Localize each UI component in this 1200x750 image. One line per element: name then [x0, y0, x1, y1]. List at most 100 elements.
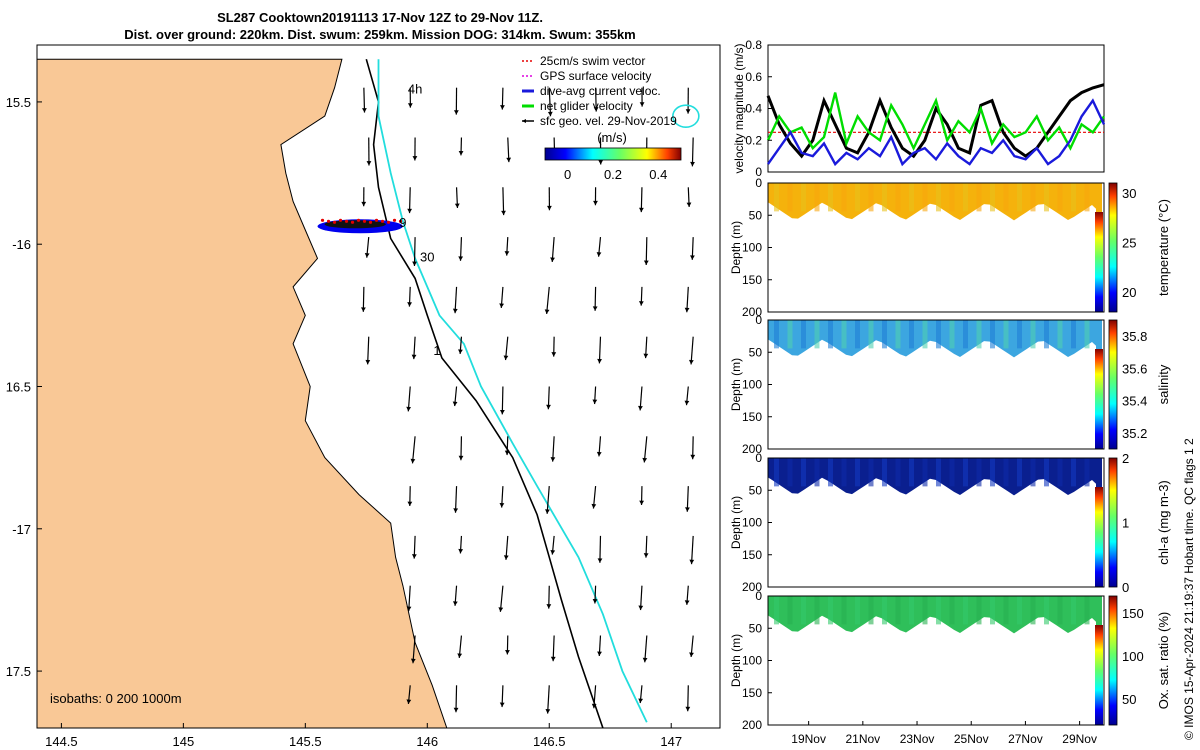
- section-data-stripe: [1017, 458, 1022, 487]
- velocity-arrow-head: [591, 503, 597, 509]
- section-ylabel: Depth (m): [729, 221, 743, 274]
- glider-swim-vector: [392, 218, 397, 222]
- velocity-arrow-head: [642, 457, 648, 463]
- velocity-arrow-head: [643, 260, 649, 265]
- velocity-arrow-head: [458, 349, 463, 354]
- velocity-arrow-head: [506, 157, 512, 163]
- velocity-arrow-head: [454, 203, 460, 208]
- velocity-arrow-head: [592, 306, 598, 311]
- velocity-arrow-head: [503, 355, 509, 361]
- velocity-arrow-head: [690, 161, 695, 167]
- velocity-arrow-head: [550, 457, 556, 462]
- section-ylabel: Depth (m): [729, 634, 743, 687]
- velocity-arrow: [690, 535, 694, 565]
- section-data-stripe: [868, 458, 874, 487]
- velocity-series: [766, 92, 1105, 152]
- section-data-stripe: [1057, 183, 1063, 212]
- velocity-arrow-head: [544, 309, 550, 314]
- section-data-stripe: [976, 183, 982, 212]
- colorbar-label: chl-a (mg m-3): [1156, 480, 1171, 565]
- section-data-stripe: [909, 596, 914, 625]
- y-tick-label: 0: [755, 313, 762, 327]
- velocity-arrow: [734, 685, 735, 706]
- colorbar: [544, 147, 682, 161]
- glider-swim-vector: [386, 220, 391, 224]
- section-data-stripe: [1084, 458, 1090, 487]
- section-data-stripe: [909, 458, 914, 487]
- section-data-stripe: [1071, 320, 1076, 349]
- velocity-arrow: [454, 486, 458, 513]
- velocity-arrow-head: [597, 651, 602, 656]
- section-data-stripe: [922, 183, 928, 212]
- section-deep-profile: [1095, 349, 1103, 449]
- y-tick-label: 150: [742, 273, 762, 287]
- velocity-arrow-head: [550, 549, 556, 555]
- section-data-stripe: [828, 320, 833, 349]
- velocity-arrow: [501, 386, 504, 415]
- velocity-arrow: [546, 286, 550, 315]
- velocity-arrow-head: [545, 709, 551, 714]
- section-data-stripe: [828, 596, 833, 625]
- section-data-stripe: [936, 596, 941, 625]
- section-data: [768, 183, 1102, 312]
- velocity-arrow: [502, 187, 505, 216]
- section-data-stripe: [936, 458, 941, 487]
- section-data-stripe: [963, 458, 968, 487]
- colorbar-tick-label: 35.6: [1122, 361, 1147, 376]
- colorbar-tick-label: 2: [1122, 451, 1129, 466]
- section-data-stripe: [787, 320, 793, 349]
- section-data-stripe: [814, 458, 820, 487]
- y-tick-label: 100: [742, 654, 762, 668]
- velocity-arrow: [367, 336, 370, 365]
- velocity-arrow: [644, 635, 648, 663]
- x-tick-label: 146: [416, 734, 438, 749]
- section-data-stripe: [1057, 596, 1063, 625]
- section-data-stripe: [787, 183, 793, 212]
- velocity-arrow-head: [412, 156, 418, 161]
- y-tick-label: 0.8: [745, 38, 762, 52]
- section-data-stripe: [922, 320, 928, 349]
- section-data-stripe: [909, 183, 914, 212]
- section-data-stripe: [801, 458, 806, 487]
- legend-label: net glider velocity: [540, 99, 633, 113]
- map-panel: 4h 9 30 1 isobaths: 0 200 1000m 144.5 145 145.5…: [6, 44, 742, 749]
- velocity-arrow-head: [498, 607, 504, 612]
- isobath-200m: [365, 58, 604, 728]
- y-tick-label: 0.4: [745, 102, 762, 116]
- isobath-1000m-island: [672, 104, 700, 128]
- glider-swim-vector: [350, 220, 355, 224]
- velocity-arrow-head: [686, 202, 692, 207]
- velocity-arrow-head: [412, 261, 417, 266]
- velocity-arrow-head: [458, 256, 464, 261]
- section-data-stripe: [949, 320, 955, 349]
- velocity-arrow: [737, 337, 739, 359]
- section-deep-profile: [1095, 212, 1103, 312]
- colorbar-tick-label: 0.4: [649, 167, 667, 182]
- velocity-arrow-head: [547, 205, 552, 211]
- velocity-arrow: [411, 436, 416, 464]
- section-data-stripe: [1003, 320, 1009, 349]
- section-colorbar: [1108, 595, 1118, 726]
- section-data-stripe: [949, 183, 955, 212]
- velocity-arrow: [413, 237, 416, 266]
- colorbar-label: salinity: [1156, 364, 1171, 404]
- velocity-arrow-head: [504, 251, 510, 256]
- section-data-stripe: [814, 596, 820, 625]
- velocity-arrow-head: [639, 102, 645, 107]
- section-data-stripe: [990, 320, 995, 349]
- colorbar-tick-label: 150: [1122, 606, 1144, 621]
- glider-swim-vector: [320, 218, 325, 222]
- velocity-arrow-head: [737, 450, 742, 454]
- velocity-arrow: [598, 336, 602, 364]
- velocity-arrow-head: [733, 210, 738, 214]
- velocity-arrow-head: [406, 606, 412, 612]
- velocity-series: [767, 98, 1106, 167]
- y-tick-label: -16: [12, 237, 31, 252]
- section-data-stripe: [868, 183, 874, 212]
- glider-swim-vector: [368, 220, 373, 224]
- section-data-stripe: [787, 458, 793, 487]
- x-tick-label: 145: [173, 734, 195, 749]
- y-tick-label: 16.5: [6, 380, 31, 395]
- velocity-arrow-head: [362, 108, 367, 113]
